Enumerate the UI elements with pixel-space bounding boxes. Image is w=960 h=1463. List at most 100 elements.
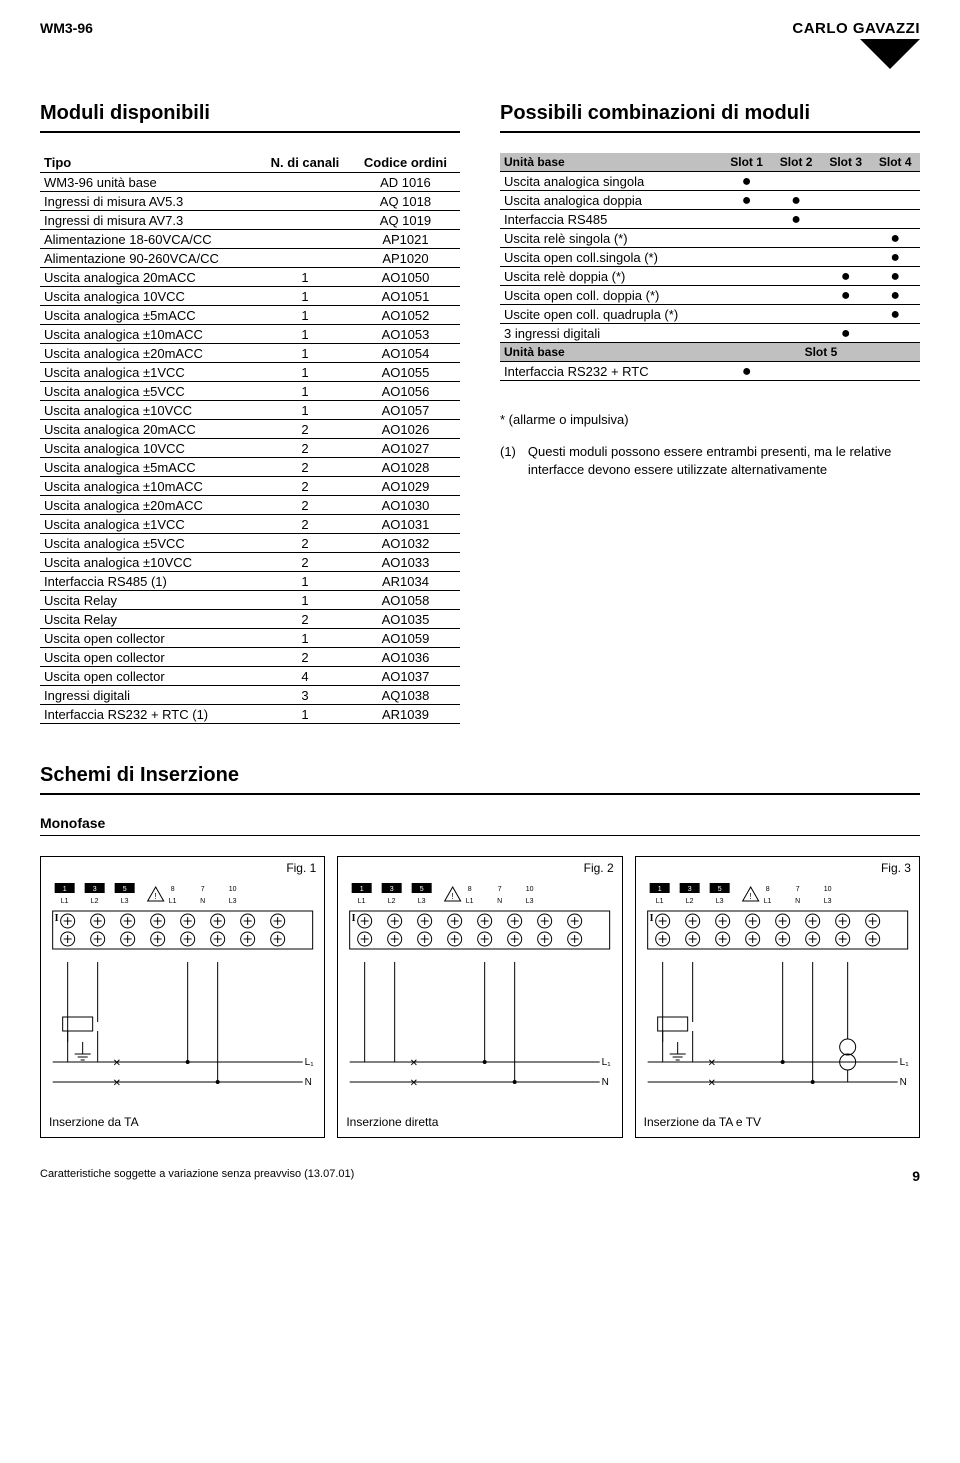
figure-caption: Inserzione da TA e TV: [644, 1115, 911, 1129]
table-row: Uscita analogica 10VCC 2 AO1027: [40, 439, 460, 458]
modules-table: Tipo N. di canali Codice ordini WM3-96 u…: [40, 153, 460, 724]
model-code: WM3-96: [40, 20, 93, 36]
table-row: Ingressi di misura AV7.3 AQ 1019: [40, 211, 460, 230]
svg-text:L3: L3: [823, 898, 831, 905]
cell-type: Uscita analogica ±5VCC: [40, 534, 259, 553]
table-row: 3 ingressi digitali ●: [500, 324, 920, 343]
cell-type: Uscita analogica ±1VCC: [40, 363, 259, 382]
cell-dot: [771, 248, 821, 267]
table-row: Uscita analogica ±1VCC 2 AO1031: [40, 515, 460, 534]
cell-channels: 1: [259, 344, 351, 363]
cell-type: Interfaccia RS232 + RTC (1): [40, 705, 259, 724]
cell-code: AP1021: [351, 230, 460, 249]
cell-code: AO1032: [351, 534, 460, 553]
table-row: Uscita Relay 1 AO1058: [40, 591, 460, 610]
cell-dot: ●: [870, 248, 920, 267]
table-row: Uscita relè doppia (*)●●: [500, 267, 920, 286]
svg-text:L2: L2: [388, 898, 396, 905]
cell-dot: [722, 324, 772, 343]
svg-text:✕: ✕: [113, 1078, 121, 1089]
cell-code: AO1028: [351, 458, 460, 477]
cell-code: AO1057: [351, 401, 460, 420]
svg-text:N: N: [200, 898, 205, 905]
cell-code: AD 1016: [351, 173, 460, 192]
cell-type: Uscita Relay: [40, 610, 259, 629]
cell-label: 3 ingressi digitali: [500, 324, 722, 343]
cell-channels: 1: [259, 287, 351, 306]
cell-label: Uscita analogica singola: [500, 172, 722, 191]
svg-text:7: 7: [498, 886, 502, 893]
cell-label: Uscita open coll.singola (*): [500, 248, 722, 267]
cell-dot: [771, 324, 821, 343]
table-row: Uscita analogica ±5VCC 1 AO1056: [40, 382, 460, 401]
cell-code: AO1059: [351, 629, 460, 648]
figure-box: Fig. 1 1L13L25L38L17N10L3!I ✕✕L₁N Inserz…: [40, 856, 325, 1138]
svg-text:N: N: [305, 1077, 312, 1088]
svg-text:✕: ✕: [707, 1078, 715, 1089]
cell-dot: [722, 248, 772, 267]
cell-label: Uscita open coll. doppia (*): [500, 286, 722, 305]
svg-text:L1: L1: [358, 898, 366, 905]
cell-dot: ●: [821, 324, 871, 343]
terminal-block: 1L13L25L38L17N10L3!I: [644, 881, 911, 954]
cell-dot: [771, 267, 821, 286]
cell-type: Interfaccia RS485 (1): [40, 572, 259, 591]
cell-dot: [821, 248, 871, 267]
svg-text:L2: L2: [91, 898, 99, 905]
cell-code: AO1033: [351, 553, 460, 572]
brand-name: CARLO GAVAZZI: [792, 20, 920, 37]
modules-column: Moduli disponibili Tipo N. di canali Cod…: [40, 102, 460, 724]
cell-channels: [259, 211, 351, 230]
cell-channels: 1: [259, 572, 351, 591]
cell-dot: [722, 267, 772, 286]
cell-channels: 1: [259, 629, 351, 648]
cell-code: AO1053: [351, 325, 460, 344]
cell-type: Uscita analogica 10VCC: [40, 439, 259, 458]
cell-channels: 2: [259, 648, 351, 667]
cell-type: Alimentazione 18-60VCA/CC: [40, 230, 259, 249]
cell-channels: [259, 173, 351, 192]
main-columns: Moduli disponibili Tipo N. di canali Cod…: [40, 102, 920, 724]
cell-channels: 2: [259, 553, 351, 572]
cell-type: Uscita analogica ±1VCC: [40, 515, 259, 534]
terminal-block: 1L13L25L38L17N10L3!I: [346, 881, 613, 954]
cell-dot: ●: [870, 286, 920, 305]
wiring-area: ✕✕L₁N: [346, 962, 613, 1115]
cell-code: AO1051: [351, 287, 460, 306]
cell-dot: [722, 286, 772, 305]
cell-channels: 2: [259, 477, 351, 496]
cell-channels: [259, 249, 351, 268]
cell-dot: [771, 286, 821, 305]
svg-text:L1: L1: [763, 898, 771, 905]
cell-dot: [722, 305, 772, 324]
svg-text:I: I: [352, 913, 356, 924]
cell-type: Uscita analogica 10VCC: [40, 287, 259, 306]
table-row: Interfaccia RS485●: [500, 210, 920, 229]
svg-text:3: 3: [390, 886, 394, 893]
cell-channels: 2: [259, 496, 351, 515]
combo-hdr-s3: Slot 3: [821, 153, 871, 172]
cell-type: Uscita analogica 20mACC: [40, 420, 259, 439]
schemi-section: Schemi di Inserzione Monofase Fig. 1 1L1…: [40, 764, 920, 1138]
terminal-diagram-icon: 1L13L25L38L17N10L3!I: [49, 881, 316, 951]
svg-text:3: 3: [687, 886, 691, 893]
figure-caption: Inserzione da TA: [49, 1115, 316, 1129]
wiring-diagram-icon: ✕✕L₁N: [644, 962, 911, 1112]
figure-box: Fig. 2 1L13L25L38L17N10L3!I ✕✕L₁N Inserz…: [337, 856, 622, 1138]
svg-text:8: 8: [765, 886, 769, 893]
table-row: Uscita analogica 20mACC 1 AO1050: [40, 268, 460, 287]
svg-text:N: N: [795, 898, 800, 905]
cell-dot: [771, 229, 821, 248]
svg-text:L₁: L₁: [899, 1057, 909, 1068]
cell-channels: 2: [259, 610, 351, 629]
cell-channels: 1: [259, 591, 351, 610]
svg-text:1: 1: [360, 886, 364, 893]
combo-hdr-base: Unità base: [500, 153, 722, 172]
note-1: (1) Questi moduli possono essere entramb…: [500, 443, 920, 479]
cell-dot: [821, 210, 871, 229]
cell-code: AO1050: [351, 268, 460, 287]
svg-text:5: 5: [717, 886, 721, 893]
cell-dot: ●: [722, 172, 772, 191]
cell-type: Uscita analogica ±10VCC: [40, 553, 259, 572]
cell-code: AO1058: [351, 591, 460, 610]
